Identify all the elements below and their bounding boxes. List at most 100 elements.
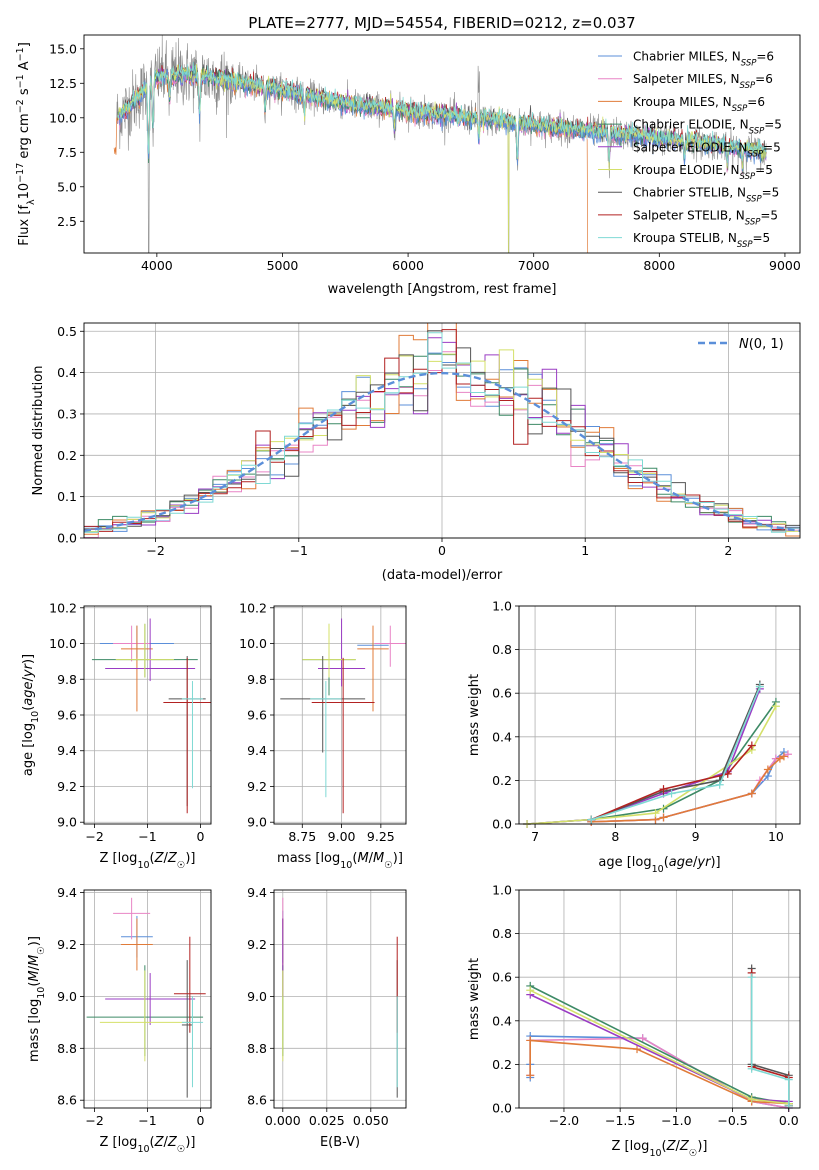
spectrum-panel: 4000 5000 6000 7000 8000 9000 2.5 5.0 7.5 10.0 12.… bbox=[15, 34, 801, 297]
mass-weight-vs-Z-panel: −2.0 −1.5 −1.0 −0.5 0.0 0.0 0.2 0.4 0.6 0.8 1.0 Z [… bbox=[467, 883, 801, 1159]
plus-marker bbox=[587, 815, 596, 824]
mass-vs-EBV-panel: 0.000 0.025 0.050 8.6 8.8 9.0 9.2 9.4 E(B-V) bbox=[247, 885, 407, 1150]
x-axis-label: wavelength [Angstrom, rest frame] bbox=[328, 282, 557, 297]
x-tick-label: 2 bbox=[724, 543, 732, 558]
x-tick-label: 0.050 bbox=[353, 1113, 389, 1128]
label-part: Z bbox=[167, 851, 178, 866]
x-axis-label: Z [log10(Z/Z☉)] bbox=[99, 1135, 195, 1155]
age-vs-Z-panel: −2 −1 09.09.29.49.69.810.010.2Z [log10(Z/Z… bbox=[21, 600, 212, 871]
y-tick-label: 10.2 bbox=[239, 600, 267, 615]
label-part: age [ bbox=[598, 855, 631, 870]
label-part: M bbox=[373, 851, 384, 866]
legend-label: Salpeter STELIB, NSSP=5 bbox=[633, 208, 778, 227]
label-part: Z bbox=[154, 851, 165, 866]
y-tick-label: 12.5 bbox=[49, 76, 77, 91]
legend-label: Chabrier STELIB, NSSP=5 bbox=[633, 186, 779, 205]
label-part: / bbox=[164, 1135, 169, 1150]
legend-text: Salpeter MILES, N bbox=[633, 72, 740, 86]
y-tick-label: 10.0 bbox=[239, 636, 267, 651]
label-part: ( bbox=[352, 851, 357, 866]
plus-marker bbox=[747, 1064, 756, 1073]
label-part: )] bbox=[27, 936, 42, 946]
legend-text: =5 bbox=[760, 208, 778, 222]
label-part: )] bbox=[710, 855, 720, 870]
x-tick-label: 0.025 bbox=[309, 1113, 345, 1128]
mass-weight-line bbox=[590, 744, 753, 821]
label-part: 10 bbox=[137, 1144, 149, 1155]
x-tick-label: 4000 bbox=[141, 258, 173, 273]
y-axis-label: Flux [fλ10−17 erg cm−2 s−1 A−1] bbox=[15, 42, 37, 246]
label-part: log bbox=[118, 1135, 138, 1150]
y-tick-label: 10.0 bbox=[49, 110, 77, 125]
label-part: mass [ bbox=[277, 851, 320, 866]
axes-frame bbox=[273, 889, 407, 1109]
legend-text: (0, 1) bbox=[749, 337, 784, 352]
y-tick-label: 9.4 bbox=[247, 743, 267, 758]
label-part: 10 bbox=[340, 860, 352, 871]
y-tick-label: 9.6 bbox=[57, 708, 77, 723]
label-part: Z bbox=[167, 1135, 178, 1150]
label-part: Z [ bbox=[99, 851, 117, 866]
x-tick-label: 9000 bbox=[769, 258, 801, 273]
legend-subscript: SSP bbox=[737, 240, 753, 250]
label-part: )] bbox=[697, 1139, 707, 1154]
plus-marker bbox=[633, 1045, 642, 1054]
x-tick-label: 10 bbox=[768, 829, 784, 844]
label-part: / bbox=[369, 851, 374, 866]
x-tick-label: 0 bbox=[196, 829, 204, 844]
label-part: M bbox=[27, 955, 42, 966]
y-tick-label: 9.8 bbox=[57, 672, 77, 687]
y-tick-label: 0.2 bbox=[492, 773, 512, 788]
mass-weight-line bbox=[750, 972, 790, 1106]
mass-weight-line bbox=[526, 701, 777, 825]
plus-marker bbox=[659, 813, 668, 822]
mass-weight-line bbox=[750, 968, 790, 1106]
y-tick-label: 0.8 bbox=[492, 926, 512, 941]
legend-text: Chabrier STELIB, N bbox=[633, 186, 746, 200]
plus-marker bbox=[771, 702, 780, 711]
axes-frame bbox=[83, 34, 801, 254]
label-part: Z bbox=[666, 1139, 677, 1154]
y-tick-label: 9.4 bbox=[247, 885, 267, 900]
label-part: / bbox=[27, 965, 42, 970]
x-axis-label: Z [log10(Z/Z☉)] bbox=[611, 1139, 707, 1159]
mass-weight-line bbox=[591, 755, 785, 823]
y-tick-label: 0.0 bbox=[57, 531, 77, 546]
y-axis-label: age [log10(age/yr)] bbox=[21, 654, 41, 776]
label-part: ☉ bbox=[177, 1144, 186, 1155]
y-tick-label: 8.8 bbox=[247, 1041, 267, 1056]
axes-frame bbox=[518, 605, 801, 825]
label-part: log bbox=[118, 851, 138, 866]
legend-text: Chabrier ELODIE, N bbox=[633, 118, 749, 132]
label-part: log bbox=[21, 723, 36, 743]
chart-title: PLATE=2777, MJD=54554, FIBERID=0212, z=0… bbox=[248, 14, 635, 32]
mass-weight-line bbox=[526, 688, 761, 825]
label-part: A bbox=[17, 61, 32, 74]
label-part: mass [ bbox=[27, 1019, 42, 1062]
legend-label: N(0, 1) bbox=[739, 337, 784, 352]
x-tick-label: −2.0 bbox=[549, 1113, 579, 1128]
label-part: age bbox=[669, 855, 693, 870]
mass-weight-line bbox=[591, 686, 761, 821]
label-part: )] bbox=[393, 851, 403, 866]
plus-marker bbox=[784, 1075, 793, 1084]
plus-marker bbox=[763, 765, 772, 774]
y-tick-label: 8.8 bbox=[57, 1041, 77, 1056]
y-tick-label: 9.2 bbox=[57, 779, 77, 794]
label-part: age [ bbox=[21, 743, 36, 776]
x-tick-label: 5000 bbox=[267, 258, 299, 273]
model-spectrum-line bbox=[117, 64, 767, 253]
legend-subscript: SSP bbox=[745, 217, 761, 227]
legend-text: Kroupa ELODIE, N bbox=[633, 163, 740, 177]
y-tick-label: 8.6 bbox=[57, 1093, 77, 1108]
x-tick-label: −2 bbox=[85, 1113, 103, 1128]
model-spectrum-line bbox=[113, 64, 589, 253]
legend-label: Chabrier ELODIE, NSSP=5 bbox=[633, 118, 782, 137]
x-tick-label: 9.00 bbox=[328, 829, 356, 844]
label-part: log bbox=[632, 855, 652, 870]
plus-marker bbox=[638, 1034, 647, 1043]
label-part: )] bbox=[185, 851, 195, 866]
label-part: / bbox=[676, 1139, 681, 1154]
label-part: ☉ bbox=[177, 860, 186, 871]
